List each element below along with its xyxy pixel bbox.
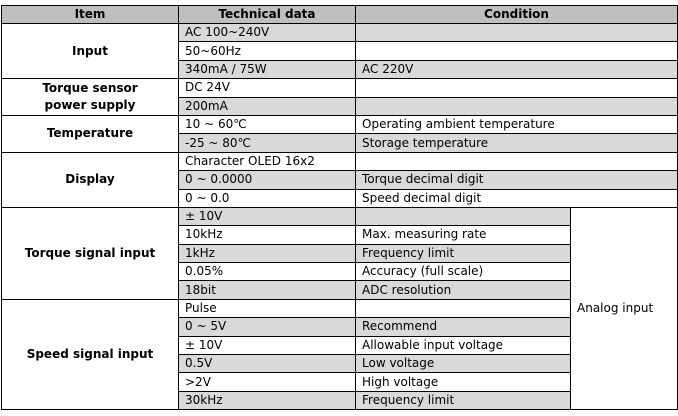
tech-cell: 10 ~ 60℃ [178,114,356,135]
condition-cell [355,41,678,61]
table-row: >2V High voltage [2,372,678,392]
header-condition: Condition [355,5,678,24]
condition-cell [355,96,678,116]
tech-cell: >2V [178,372,356,392]
condition-cell [355,298,571,319]
item-torque-power-line2: power supply [44,98,136,113]
table-row: Torque signal input ± 10V Analog input [1,206,678,411]
condition-cell: Recommend [355,317,571,337]
tech-cell: Pulse [178,298,356,319]
item-torque-signal: Torque signal input [1,206,179,300]
table-row: ± 10V Allowable input voltage [2,335,678,356]
condition-cell: High voltage [355,372,571,392]
header-item: Item [1,5,179,24]
table-row: 10kHz Max. measuring rate [2,225,678,245]
tech-cell: 0 ~ 0.0000 [178,170,356,190]
condition-cell [355,78,678,98]
condition-cell [355,22,678,43]
item-display: Display [1,151,179,208]
condition-cell [355,206,571,227]
tech-cell: ± 10V [178,206,356,227]
tech-cell: 0 ~ 0.0 [178,188,356,208]
tech-cell: 0.05% [178,262,356,282]
condition-cell: ADC resolution [355,280,571,300]
tech-cell: 50~60Hz [178,41,356,61]
condition-cell: Accuracy (full scale) [355,262,571,282]
table-row: Torque sensor power supply DC 24V [1,78,678,116]
table-row: -25 ~ 80℃ Storage temperature [2,133,678,153]
tech-cell: Character OLED 16x2 [178,151,356,172]
condition-cell: Allowable input voltage [355,335,571,356]
table-row: Temperature 10 ~ 60℃ Operating ambient t… [1,114,678,153]
condition-cell: Frequency limit [355,390,571,411]
condition-cell: Storage temperature [355,133,678,153]
condition-cell: Operating ambient temperature [355,114,678,135]
tech-cell: 0 ~ 5V [178,317,356,337]
item-torque-power: Torque sensor power supply [1,78,179,116]
tech-cell: 1kHz [178,243,356,264]
condition-cell: Max. measuring rate [355,225,571,245]
spec-table: Item Technical data Condition Input AC 1… [1,5,678,411]
header-technical: Technical data [178,5,356,24]
item-speed-signal: Speed signal input [1,298,179,411]
table-row: Display Character OLED 16x2 [1,151,678,208]
condition-cell: Low voltage [355,354,571,374]
table-row: Input AC 100~240V [1,22,678,80]
tech-cell: ± 10V [178,335,356,356]
tech-cell: 340mA / 75W [178,59,356,80]
condition-cell: Torque decimal digit [355,170,678,190]
condition-cell: AC 220V [355,59,678,80]
tech-cell: -25 ~ 80℃ [178,133,356,153]
tech-cell: 200mA [178,96,356,116]
tech-cell: 0.5V [178,354,356,374]
header-row: Item Technical data Condition [1,5,678,24]
tech-cell: AC 100~240V [178,22,356,43]
tech-cell: 18bit [178,280,356,300]
table-row: 30kHz Frequency limit [2,390,678,411]
table-row: 0.05% Accuracy (full scale) [2,262,678,282]
table-row: Speed signal input Pulse [1,298,678,411]
condition-cell [355,151,678,172]
condition-cell: Speed decimal digit [355,188,678,208]
item-input: Input [1,22,179,80]
table-row: 0 ~ 0.0 Speed decimal digit [2,188,678,208]
table-row: 0 ~ 5V Recommend [2,317,678,337]
table-row: 50~60Hz [2,41,678,61]
tech-cell: 30kHz [178,390,356,411]
analog-input-note: Analog input [570,206,678,411]
item-torque-power-line1: Torque sensor [42,81,138,96]
tech-cell: 10kHz [178,225,356,245]
condition-cell: Frequency limit [355,243,571,264]
tech-cell: DC 24V [178,78,356,98]
table-row: 1kHz Frequency limit [2,243,678,264]
item-temperature: Temperature [1,114,179,153]
